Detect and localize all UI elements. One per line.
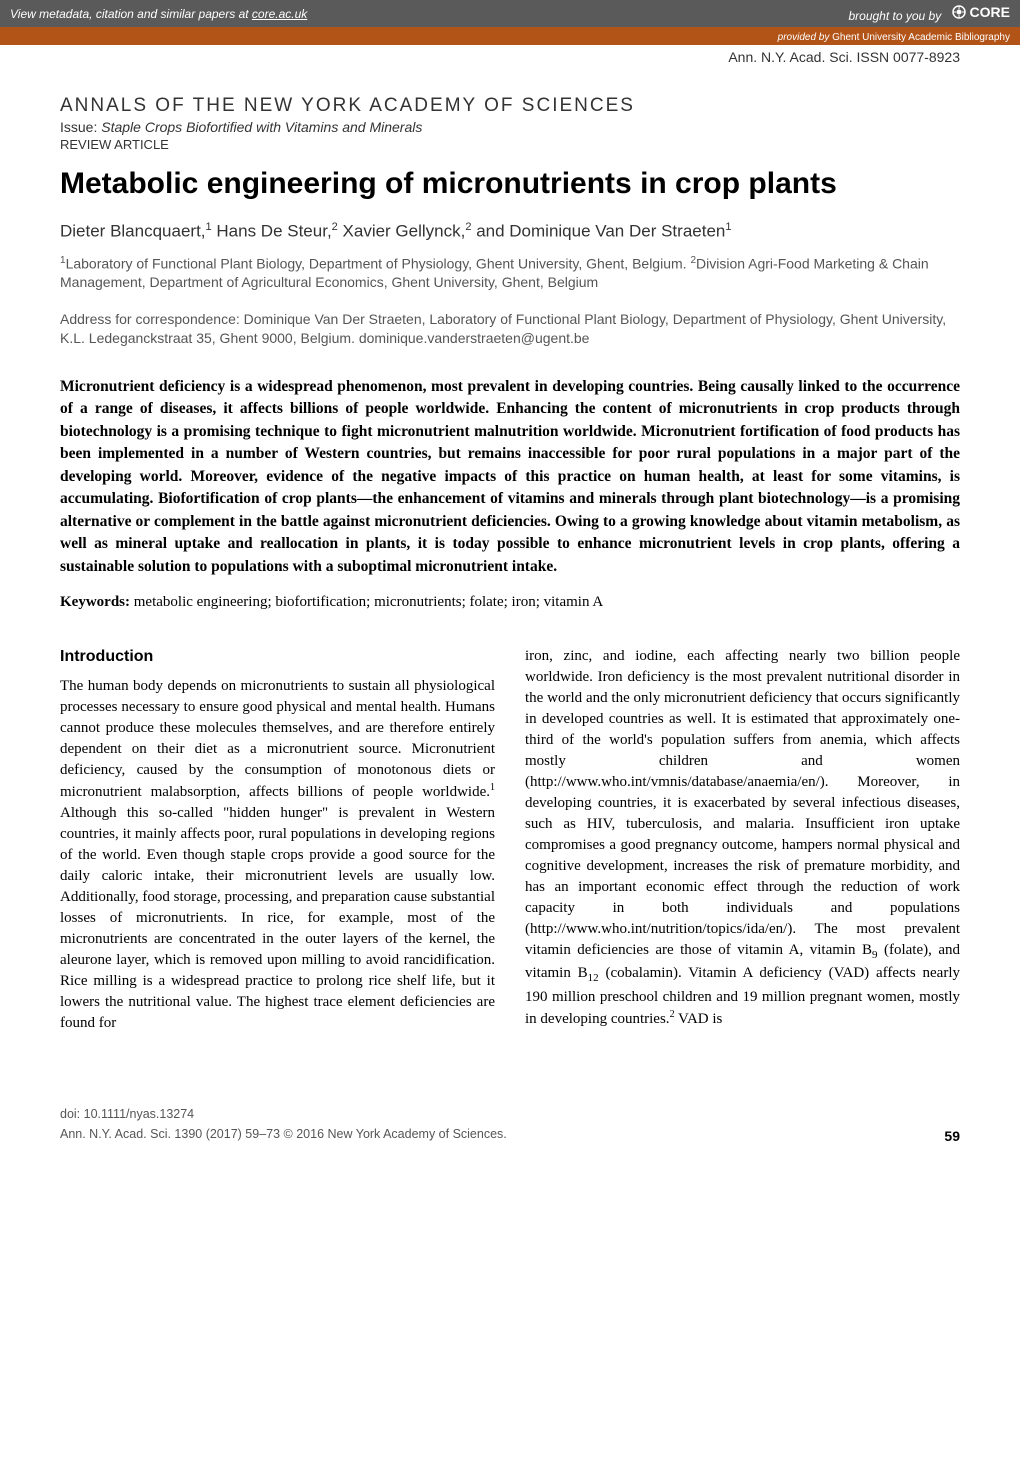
- issue-line: Issue: Staple Crops Biofortified with Vi…: [60, 119, 960, 135]
- page-number: 59: [944, 1128, 960, 1144]
- orange-bar: provided by Ghent University Academic Bi…: [0, 27, 1020, 45]
- authors: Dieter Blancquaert,1 Hans De Steur,2 Xav…: [60, 221, 960, 242]
- abstract: Micronutrient deficiency is a widespread…: [60, 376, 960, 578]
- article-type: REVIEW ARTICLE: [60, 137, 960, 152]
- affiliations: 1Laboratory of Functional Plant Biology,…: [60, 254, 960, 292]
- article-title: Metabolic engineering of micronutrients …: [60, 167, 960, 201]
- column-left: Introduction The human body depends on m…: [60, 646, 495, 1034]
- core-banner: View metadata, citation and similar pape…: [0, 0, 1020, 27]
- footer: doi: 10.1111/nyas.13274 Ann. N.Y. Acad. …: [0, 1074, 1020, 1164]
- issn-line: Ann. N.Y. Acad. Sci. ISSN 0077-8923: [0, 45, 1020, 65]
- keywords: Keywords: metabolic engineering; biofort…: [60, 594, 960, 611]
- journal-name: ANNALS OF THE NEW YORK ACADEMY OF SCIENC…: [60, 95, 960, 117]
- col1-text: The human body depends on micronutrients…: [60, 676, 495, 1034]
- doi: doi: 10.1111/nyas.13274: [60, 1104, 507, 1124]
- correspondence: Address for correspondence: Dominique Va…: [60, 310, 960, 348]
- provided-by: provided by Ghent University Academic Bi…: [778, 32, 1010, 43]
- body-columns: Introduction The human body depends on m…: [60, 646, 960, 1034]
- banner-right: brought to you by CORE: [848, 4, 1010, 23]
- footer-citation: Ann. N.Y. Acad. Sci. 1390 (2017) 59–73 ©…: [60, 1124, 507, 1144]
- column-right: iron, zinc, and iodine, each affecting n…: [525, 646, 960, 1034]
- col2-text: iron, zinc, and iodine, each affecting n…: [525, 646, 960, 1030]
- banner-left: View metadata, citation and similar pape…: [10, 7, 307, 21]
- footer-left: doi: 10.1111/nyas.13274 Ann. N.Y. Acad. …: [60, 1104, 507, 1144]
- content-area: ANNALS OF THE NEW YORK ACADEMY OF SCIENC…: [0, 65, 1020, 1074]
- core-logo[interactable]: CORE: [951, 4, 1010, 20]
- intro-heading: Introduction: [60, 646, 495, 668]
- core-icon: [951, 4, 967, 20]
- core-link[interactable]: core.ac.uk: [252, 7, 307, 21]
